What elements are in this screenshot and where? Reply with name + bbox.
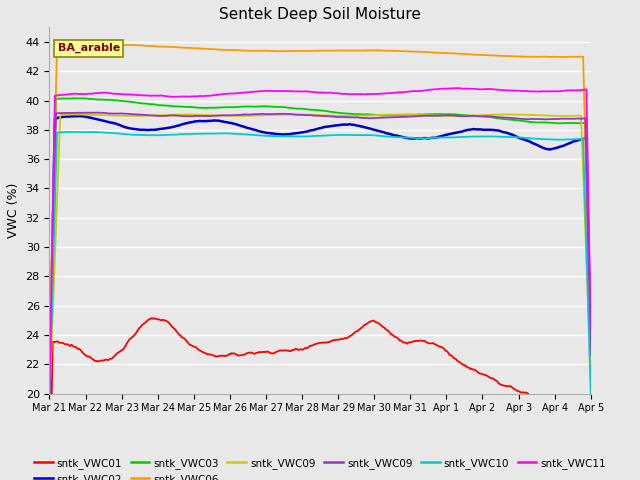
Title: Sentek Deep Soil Moisture: Sentek Deep Soil Moisture — [219, 7, 421, 22]
Legend: sntk_VWC01, sntk_VWC02, sntk_VWC03, sntk_VWC06, sntk_VWC09, sntk_VWC09, sntk_VWC: sntk_VWC01, sntk_VWC02, sntk_VWC03, sntk… — [30, 454, 611, 480]
Text: BA_arable: BA_arable — [58, 43, 120, 53]
Y-axis label: VWC (%): VWC (%) — [7, 183, 20, 238]
